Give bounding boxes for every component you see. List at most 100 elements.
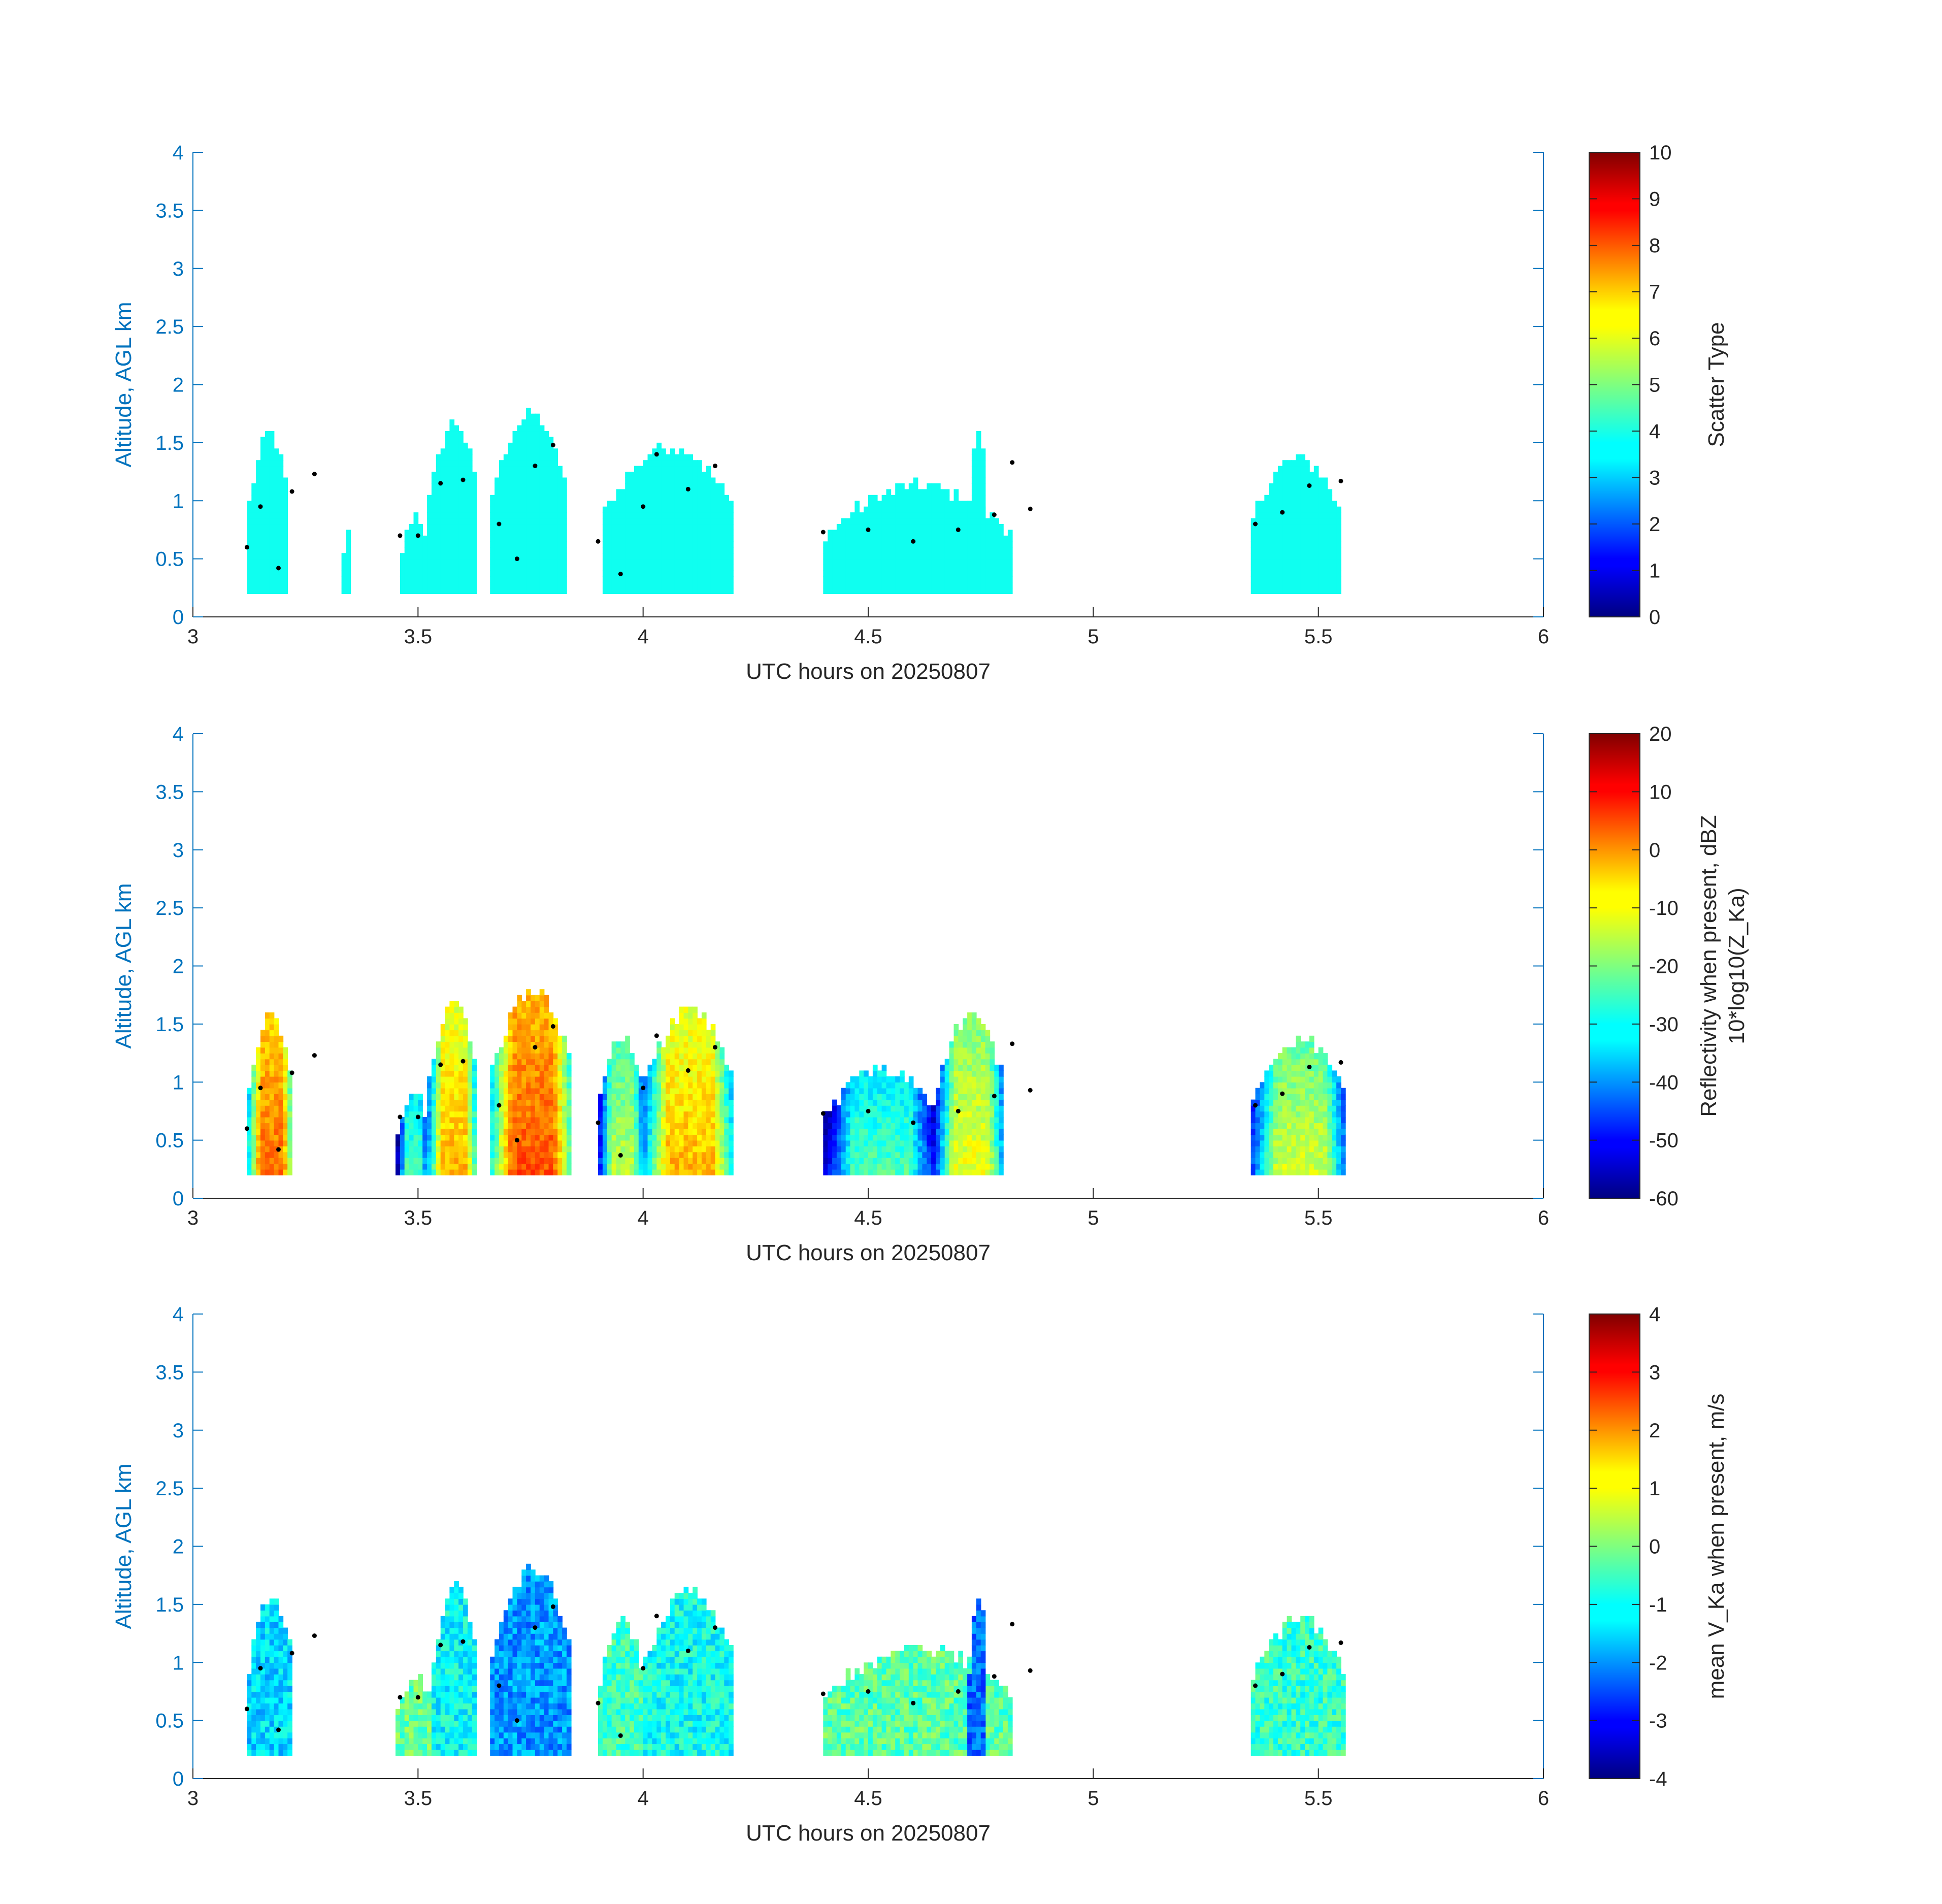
heatmap-cell [454, 1105, 459, 1112]
heatmap-cell [535, 1006, 540, 1013]
heatmap-cell [940, 559, 945, 565]
heatmap-cell [724, 506, 729, 513]
heatmap-cell [544, 1163, 549, 1170]
heatmap-cell [454, 565, 459, 571]
heatmap-cell [535, 1059, 540, 1065]
heatmap-cell [562, 582, 567, 588]
heatmap-cell [683, 524, 689, 531]
heatmap-cell [557, 1070, 563, 1077]
heatmap-cell [1327, 501, 1333, 507]
heatmap-cell [274, 576, 279, 583]
heatmap-cell [436, 1064, 441, 1071]
heatmap-cell [980, 483, 986, 490]
heatmap-cell [1336, 524, 1341, 531]
heatmap-cell [1300, 587, 1305, 594]
heatmap-cell [346, 553, 351, 560]
heatmap-cell [976, 587, 981, 594]
heatmap-cell [602, 506, 608, 513]
heatmap-cell [490, 587, 495, 594]
heatmap-cell [679, 495, 684, 501]
heatmap-cell [836, 565, 842, 571]
heatmap-cell [697, 1117, 702, 1124]
heatmap-cell [499, 477, 504, 484]
heatmap-cell [881, 576, 887, 583]
heatmap-cell [620, 530, 626, 536]
heatmap-cell [531, 1094, 536, 1100]
heatmap-cell [256, 489, 261, 496]
heatmap-cell [845, 1088, 851, 1094]
heatmap-cell [557, 1111, 563, 1118]
heatmap-cell [247, 1157, 252, 1164]
heatmap-cell [652, 530, 657, 536]
heatmap-cell [274, 553, 279, 560]
heatmap-cell [544, 1053, 549, 1060]
heatmap-cell [854, 1146, 860, 1153]
heatmap-cell [666, 489, 671, 496]
overlay-point [415, 533, 420, 538]
heatmap-cell [472, 553, 477, 560]
heatmap-cell [503, 553, 509, 560]
heatmap-cell [247, 1111, 252, 1118]
heatmap-cell [1323, 553, 1328, 560]
heatmap-cell [670, 1152, 675, 1158]
heatmap-cell [638, 1076, 644, 1082]
heatmap-cell [544, 553, 549, 560]
heatmap-cell [531, 1123, 536, 1129]
heatmap-cell [467, 518, 473, 524]
heatmap-cell [900, 570, 905, 577]
heatmap-cell [706, 553, 711, 560]
heatmap-cell [508, 477, 513, 484]
heatmap-cell [652, 1163, 657, 1170]
heatmap-cell [553, 1157, 558, 1164]
heatmap-cell [620, 1163, 626, 1170]
heatmap-cell [881, 1152, 887, 1158]
heatmap-cell [458, 530, 464, 536]
heatmap-cell [895, 518, 900, 524]
heatmap-cell [458, 1099, 464, 1106]
heatmap-cell [251, 489, 256, 496]
heatmap-cell [566, 1157, 572, 1164]
heatmap-cell [458, 1123, 464, 1129]
heatmap-cell [719, 1163, 725, 1170]
heatmap-cell [467, 570, 473, 577]
heatmap-cell [526, 1030, 531, 1036]
heatmap-cell [706, 489, 711, 496]
heatmap-cell [963, 587, 968, 594]
heatmap-cell [647, 530, 653, 536]
heatmap-cell [535, 582, 540, 588]
heatmap-cell [512, 1140, 518, 1146]
heatmap-cell [900, 1105, 905, 1112]
heatmap-cell [495, 1163, 500, 1170]
heatmap-cell [679, 1140, 684, 1146]
heatmap-cell [440, 1094, 446, 1100]
heatmap-cell [449, 1082, 455, 1089]
heatmap-cell [841, 576, 846, 583]
heatmap-cell [557, 1105, 563, 1112]
y-tick-label: 2 [173, 374, 184, 397]
heatmap-cell [859, 541, 864, 548]
heatmap-cell [652, 1140, 657, 1146]
heatmap-cell [999, 524, 1004, 531]
heatmap-cell [566, 1059, 572, 1065]
heatmap-cell [287, 1105, 292, 1112]
heatmap-cell [283, 535, 288, 542]
heatmap-cell [904, 582, 909, 588]
heatmap-cell [531, 483, 536, 490]
heatmap-cell [845, 565, 851, 571]
heatmap-cell [836, 547, 842, 553]
heatmap-cell [652, 1152, 657, 1158]
heatmap-cell [1250, 518, 1256, 524]
heatmap-cell [531, 541, 536, 548]
heatmap-cell [971, 553, 977, 560]
heatmap-cell [953, 518, 959, 524]
heatmap-cell [927, 570, 932, 577]
heatmap-cell [265, 1053, 270, 1060]
heatmap-cell [454, 559, 459, 565]
heatmap-cell [908, 518, 914, 524]
heatmap-cell [693, 489, 698, 496]
heatmap-cell [557, 518, 563, 524]
heatmap-cell [683, 1006, 689, 1013]
heatmap-cell [566, 1099, 572, 1106]
heatmap-cell [643, 1152, 648, 1158]
heatmap-cell [499, 1111, 504, 1118]
